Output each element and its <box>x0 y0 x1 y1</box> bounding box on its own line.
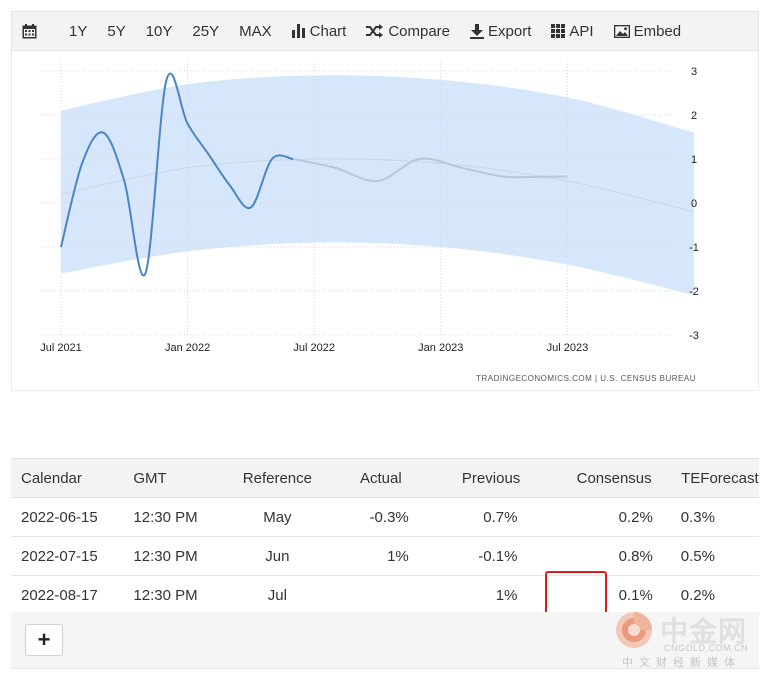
header-calendar: Calendar <box>11 458 134 498</box>
x-tick-label: Jul 2021 <box>40 342 82 354</box>
cell-previous: 0.7% <box>434 497 548 537</box>
cell-calendar: 2022-07-15 <box>11 536 134 576</box>
y-tick-label: 1 <box>691 154 697 166</box>
cell-calendar: 2022-08-17 <box>11 575 134 615</box>
cell-teforecast: 0.3% <box>680 497 759 537</box>
watermark-url: CNGOLD.COM.CN <box>664 643 749 653</box>
y-tick-label: -3 <box>689 330 699 342</box>
cell-previous: -0.1% <box>434 536 548 576</box>
x-tick-label: Jan 2023 <box>418 342 463 354</box>
cell-teforecast: 0.5% <box>680 536 759 576</box>
table-row: 2022-07-15 12:30 PM Jun 1% -0.1% 0.8% 0.… <box>11 536 759 576</box>
range-5y-button[interactable]: 5Y <box>107 22 126 40</box>
cell-reference: Jul <box>227 575 327 615</box>
header-gmt: GMT <box>133 458 228 498</box>
watermark: 中金网 CNGOLD.COM.CN 中文财经新媒体 <box>612 606 762 669</box>
cell-gmt: 12:30 PM <box>133 575 228 615</box>
shuffle-icon <box>366 24 384 38</box>
actual-line <box>60 72 294 277</box>
chart-toolbar: 1Y 5Y 10Y 25Y MAX Chart Compare Export A… <box>11 11 759 51</box>
header-actual: Actual <box>326 458 435 498</box>
forecast-line <box>292 157 568 183</box>
cell-gmt: 12:30 PM <box>133 536 228 576</box>
cell-actual <box>326 575 435 615</box>
cell-actual: -0.3% <box>326 497 435 537</box>
embed-label: Embed <box>633 22 682 40</box>
header-teforecast: TEForecast <box>680 458 759 498</box>
table-row: 2022-08-17 12:30 PM Jul 1% 0.1% 0.2% <box>11 575 759 615</box>
cell-calendar: 2022-06-15 <box>11 497 134 537</box>
range-1y-button[interactable]: 1Y <box>69 22 88 40</box>
chart-type-button[interactable]: Chart <box>282 12 357 50</box>
watermark-brand: 中金网 <box>660 615 748 648</box>
cell-previous: 1% <box>434 575 548 615</box>
table-row: 2022-06-15 12:30 PM May -0.3% 0.7% 0.2% … <box>11 497 759 537</box>
x-tick-label: Jan 2022 <box>165 342 210 354</box>
range-10y-button[interactable]: 10Y <box>145 22 173 40</box>
download-icon <box>470 23 485 39</box>
range-25y-button[interactable]: 25Y <box>192 22 220 40</box>
header-reference: Reference <box>227 458 327 498</box>
table-header-row: Calendar GMT Reference Actual Previous C… <box>11 458 759 498</box>
header-previous: Previous <box>434 458 548 498</box>
compare-label: Compare <box>388 22 451 40</box>
calendar-table: Calendar GMT Reference Actual Previous C… <box>11 458 759 615</box>
api-button[interactable]: API <box>541 12 603 50</box>
chart-type-label: Chart <box>309 22 347 40</box>
cell-consensus: 0.8% <box>547 536 681 576</box>
y-tick-label: -1 <box>689 242 699 254</box>
x-tick-label: Jul 2023 <box>547 342 589 354</box>
export-button[interactable]: Export <box>460 12 541 50</box>
cell-reference: May <box>227 497 327 537</box>
cngold-logo-icon <box>616 612 652 648</box>
cell-teforecast: 0.2% <box>680 575 759 615</box>
y-tick-label: 0 <box>691 198 697 210</box>
x-tick-label: Jul 2022 <box>293 342 335 354</box>
chart-credit: TRADINGECONOMICS.COM | U.S. CENSUS BUREA… <box>476 374 696 383</box>
bar-chart-icon <box>291 24 305 38</box>
forecast-band <box>61 75 694 296</box>
header-consensus: Consensus <box>547 458 681 498</box>
cell-gmt: 12:30 PM <box>133 497 228 537</box>
consensus-highlight-box <box>545 571 607 615</box>
y-tick-label: 3 <box>691 66 697 78</box>
calendar-icon[interactable] <box>12 12 59 50</box>
y-tick-label: -2 <box>689 286 699 298</box>
export-label: Export <box>488 22 532 40</box>
watermark-subtitle: 中文财经新媒体 <box>622 657 741 669</box>
embed-button[interactable]: Embed <box>604 12 692 50</box>
grid-icon <box>551 24 566 38</box>
cell-actual: 1% <box>326 536 435 576</box>
range-max-button[interactable]: MAX <box>239 22 272 40</box>
api-label: API <box>569 22 594 40</box>
compare-button[interactable]: Compare <box>356 12 460 50</box>
add-row-button[interactable]: + <box>25 624 63 656</box>
trend-line <box>60 158 695 213</box>
y-tick-label: 2 <box>691 110 697 122</box>
cell-reference: Jun <box>227 536 327 576</box>
cell-consensus: 0.2% <box>547 497 681 537</box>
image-icon <box>613 24 630 38</box>
chart-panel: 3 2 1 0 -1 -2 -3 Jul 2021 Jan 2022 Jul 2022 Jan 20… <box>11 51 759 391</box>
line-chart: 3 2 1 0 -1 -2 -3 Jul 2021 Jan 2022 Jul 2022 Jan 20… <box>40 61 699 383</box>
